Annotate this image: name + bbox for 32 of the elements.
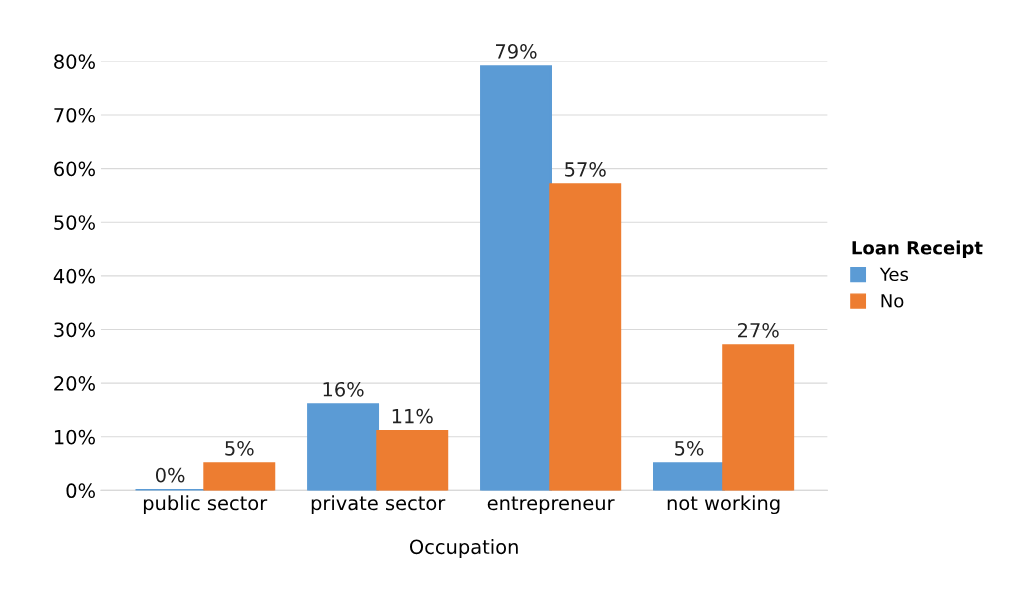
bar	[307, 403, 380, 491]
y-tick-label: 50%	[54, 215, 95, 230]
data-label: 0%	[155, 467, 185, 483]
bar	[653, 462, 725, 491]
legend-label: No	[881, 294, 904, 308]
data-label: 5%	[225, 440, 254, 456]
data-label: 11%	[392, 408, 433, 424]
bar	[480, 65, 553, 491]
legend-title: Loan Receipt	[852, 240, 983, 259]
y-tick-label: 40%	[53, 268, 95, 284]
y-tick-label: 80%	[54, 54, 95, 69]
bar	[549, 183, 622, 491]
y-tick-label: 60%	[54, 161, 95, 177]
bar	[376, 430, 449, 491]
data-label: 16%	[323, 381, 364, 397]
x-tick-label: entrepreneur	[487, 496, 615, 515]
x-tick-label: private sector	[311, 495, 446, 515]
x-tick-label: public sector	[143, 495, 268, 515]
data-label: 27%	[738, 322, 779, 338]
data-label: 5%	[675, 440, 704, 456]
x-axis-title: Occupation	[409, 539, 518, 558]
y-tick-label: 0%	[66, 483, 95, 499]
data-label: 57%	[565, 162, 606, 177]
y-tick-label: 70%	[54, 107, 95, 123]
bar	[722, 344, 795, 491]
x-tick-label: not working	[667, 495, 780, 515]
legend-label: Yes	[879, 267, 909, 282]
y-tick-label: 30%	[54, 322, 95, 338]
y-tick-label: 20%	[54, 376, 95, 391]
bar	[203, 462, 276, 491]
data-label: 79%	[496, 44, 537, 59]
y-tick-label: 10%	[54, 429, 95, 445]
